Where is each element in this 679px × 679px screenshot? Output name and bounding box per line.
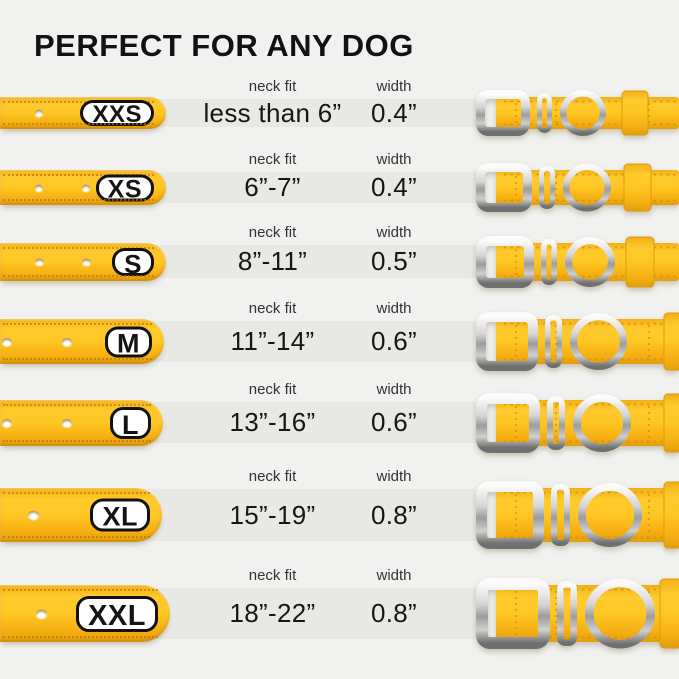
- neck-fit-header: neck fit: [248, 224, 297, 241]
- neck-fit-value: less than 6”: [203, 98, 342, 128]
- neck-fit-value: 13”-16”: [229, 407, 316, 437]
- size-badge: M: [105, 326, 152, 358]
- collar-hole: [35, 184, 43, 191]
- collar-strap: XL: [0, 488, 162, 542]
- size-badge: XL: [90, 498, 150, 532]
- collar-hole: [2, 337, 12, 346]
- size-badge: XS: [95, 174, 154, 202]
- neck-fit-header: neck fit: [248, 468, 297, 485]
- collar-hole: [82, 258, 91, 265]
- width-header: width: [376, 224, 412, 241]
- width-value: 0.4”: [370, 172, 417, 202]
- collar-strap: L: [0, 399, 163, 446]
- collar-hole: [36, 609, 47, 618]
- collar-strap: S: [0, 242, 166, 281]
- neck-fit-header: neck fit: [248, 151, 297, 168]
- collar-buckle-end: [460, 468, 679, 562]
- neck-fit-header: neck fit: [248, 300, 297, 317]
- width-value: 0.8”: [370, 500, 417, 530]
- collar-strap: XXS: [0, 97, 166, 129]
- neck-fit-value: 8”-11”: [237, 246, 308, 276]
- width-value: 0.5”: [370, 246, 417, 276]
- size-badge: XXL: [76, 595, 158, 632]
- collar-hole: [82, 184, 90, 191]
- collar-buckle-end: [460, 223, 679, 301]
- collar-hole: [2, 418, 12, 427]
- collar-buckle-end: [460, 565, 679, 662]
- collar-strap: M: [0, 319, 164, 364]
- collar-hole: [62, 418, 72, 427]
- collar-hole: [62, 337, 72, 346]
- width-header: width: [376, 468, 412, 485]
- collar-buckle-end: [460, 77, 679, 149]
- collar-strap: XS: [0, 170, 166, 205]
- size-badge: XXS: [80, 100, 154, 127]
- neck-fit-header: neck fit: [248, 381, 297, 398]
- width-header: width: [376, 381, 412, 398]
- neck-fit-value: 11”-14”: [230, 326, 315, 356]
- page-title: PERFECT FOR ANY DOG: [34, 28, 414, 63]
- width-value: 0.4”: [370, 98, 417, 128]
- collar-buckle-end: [460, 299, 679, 384]
- collar-hole: [35, 109, 43, 117]
- width-header: width: [376, 151, 412, 168]
- neck-fit-value: 18”-22”: [229, 598, 316, 628]
- width-value: 0.8”: [370, 598, 417, 628]
- size-badge: S: [112, 247, 154, 277]
- width-header: width: [376, 567, 412, 584]
- neck-fit-header: neck fit: [248, 567, 297, 584]
- collar-hole: [28, 510, 39, 520]
- neck-fit-value: 15”-19”: [229, 500, 316, 530]
- collar-strap: XXL: [0, 585, 170, 642]
- collar-buckle-end: [460, 150, 679, 225]
- neck-fit-header: neck fit: [248, 78, 297, 95]
- neck-fit-value: 6”-7”: [244, 172, 301, 202]
- width-header: width: [376, 300, 412, 317]
- width-value: 0.6”: [370, 407, 417, 437]
- collar-hole: [35, 258, 44, 265]
- width-value: 0.6”: [370, 326, 417, 356]
- width-header: width: [376, 78, 412, 95]
- size-badge: L: [110, 406, 151, 440]
- collar-buckle-end: [460, 380, 679, 466]
